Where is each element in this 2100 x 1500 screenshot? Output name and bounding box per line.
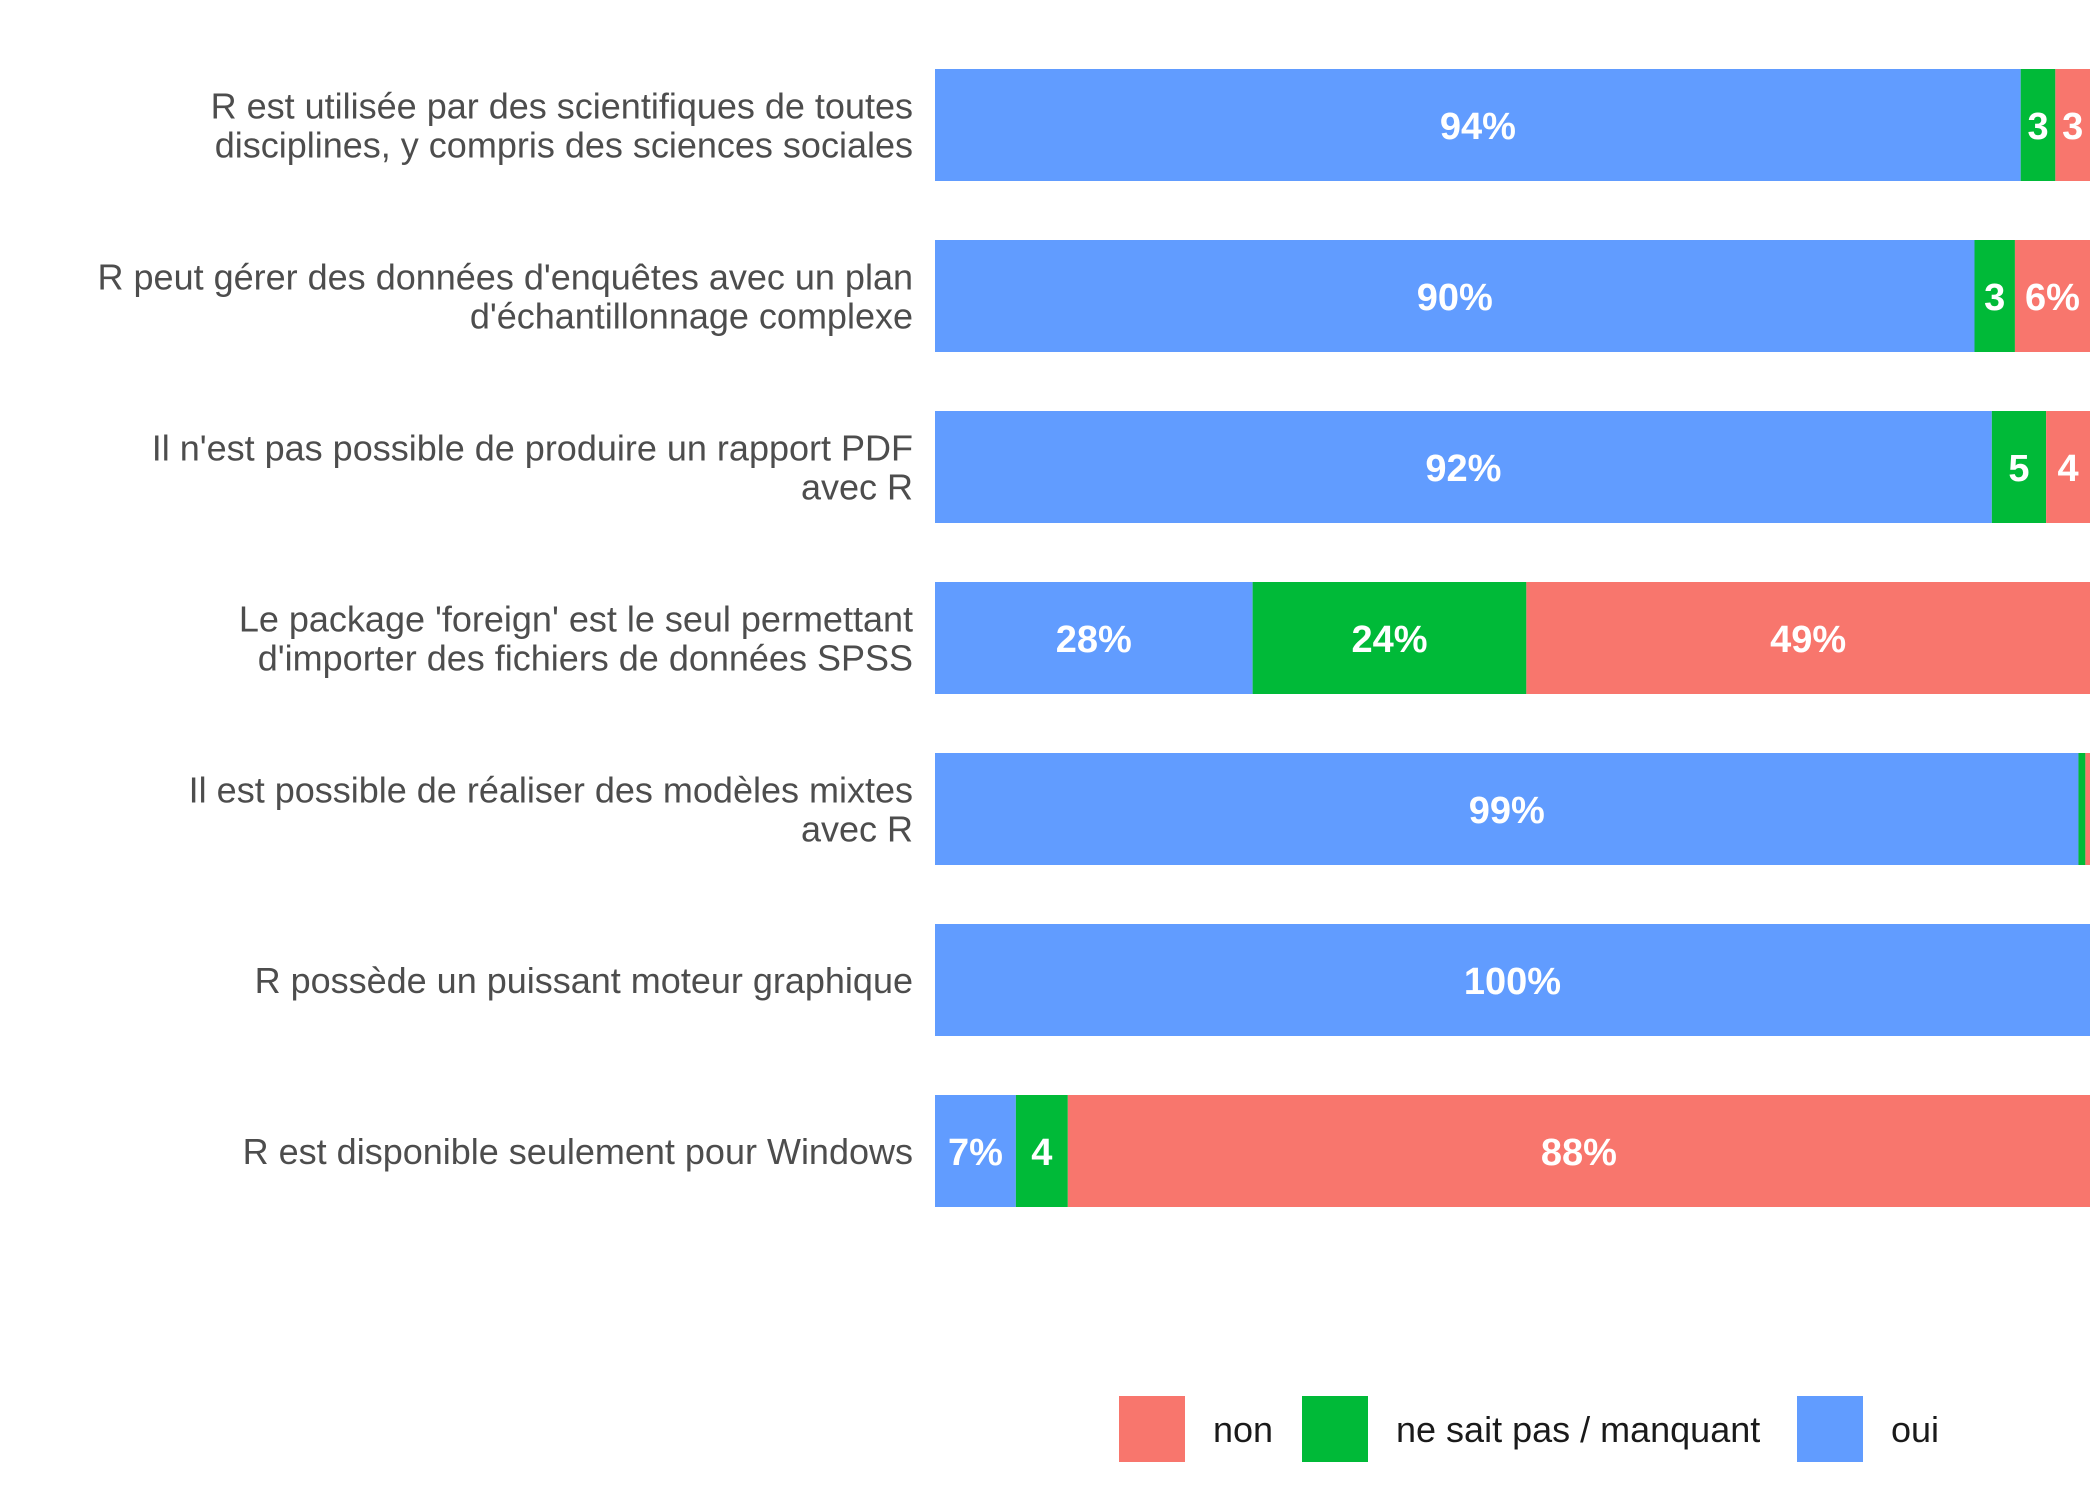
bar-segment xyxy=(2046,411,2090,523)
bar-segment xyxy=(1252,582,1527,694)
legend-swatch xyxy=(1119,1396,1185,1462)
category-label: R est disponible seulement pour Windows xyxy=(243,1131,913,1172)
bar-segment xyxy=(2055,69,2090,181)
data-label: 3 xyxy=(2062,106,2083,148)
bar-segment xyxy=(1526,582,2090,694)
category-label: R est utilisée par des scientifiques de … xyxy=(211,86,913,166)
bar-segment xyxy=(935,582,1253,694)
data-label: 100% xyxy=(1464,961,1561,1003)
bar-segment xyxy=(935,753,2079,865)
bar-segment xyxy=(2078,753,2086,865)
data-label: 92% xyxy=(1425,448,1501,490)
bar-segment xyxy=(2020,69,2056,181)
bar-segment xyxy=(2085,753,2090,865)
bar-segment xyxy=(1067,1095,2090,1207)
legend-label: oui xyxy=(1891,1409,1939,1450)
data-label: 28% xyxy=(1056,619,1132,661)
bar-segment xyxy=(935,411,1992,523)
category-label: Le package 'foreign' est le seul permett… xyxy=(239,599,913,679)
data-label: 24% xyxy=(1351,619,1427,661)
data-label: 7% xyxy=(948,1132,1003,1174)
data-label: 6% xyxy=(2025,277,2080,319)
category-label: R peut gérer des données d'enquêtes avec… xyxy=(98,257,913,337)
legend-swatch xyxy=(1302,1396,1368,1462)
bar-segment xyxy=(935,69,2021,181)
bar-segment xyxy=(2014,240,2090,352)
category-label: Il est possible de réaliser des modèles … xyxy=(189,770,913,850)
data-label: 3 xyxy=(1984,277,2005,319)
data-label: 90% xyxy=(1417,277,1493,319)
data-label: 3 xyxy=(2027,106,2048,148)
data-label: 88% xyxy=(1541,1132,1617,1174)
data-label: 4 xyxy=(2057,448,2078,490)
data-label: 4 xyxy=(1031,1132,1052,1174)
data-label: 99% xyxy=(1469,790,1545,832)
bar-segment xyxy=(935,1095,1016,1207)
legend-label: ne sait pas / manquant xyxy=(1396,1409,1760,1450)
data-label: 49% xyxy=(1770,619,1846,661)
bar-segment xyxy=(935,924,2090,1036)
category-label: R possède un puissant moteur graphique xyxy=(255,960,913,1001)
bar-segment xyxy=(1991,411,2047,523)
data-label: 5 xyxy=(2008,448,2029,490)
category-label: Il n'est pas possible de produire un rap… xyxy=(152,428,913,508)
bar-segment xyxy=(935,240,1975,352)
legend-label: non xyxy=(1213,1409,1273,1450)
bar-segment xyxy=(1974,240,2015,352)
data-label: 94% xyxy=(1440,106,1516,148)
bar-segment xyxy=(1015,1095,1068,1207)
legend-swatch xyxy=(1797,1396,1863,1462)
